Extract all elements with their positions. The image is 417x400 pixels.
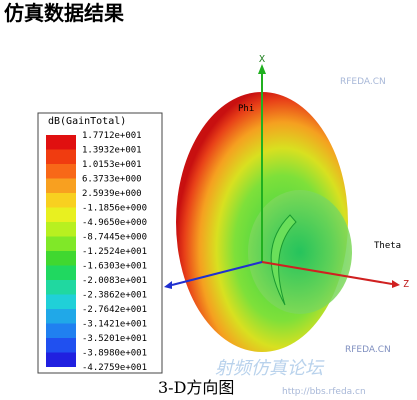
legend-label: 6.3733e+000 [82,175,142,185]
caption: 3-D方向图 [158,378,234,397]
z-arrow [392,280,400,288]
legend-label: -3.8980e+001 [82,349,147,359]
legend-title: dB(GainTotal) [48,116,126,127]
watermark-forum: 射频仿真论坛 [215,358,325,379]
legend-label: -2.3862e+001 [82,291,147,301]
watermark-url: http://bbs.rfeda.cn [282,387,366,397]
legend-swatch [46,135,76,150]
legend-swatch [46,222,76,237]
legend-label: 1.3932e+001 [82,146,142,156]
legend-swatch [46,309,76,324]
x-arrow [258,64,266,74]
legend-swatch [46,265,76,280]
legend-swatch [46,164,76,179]
phi-label: Phi [238,104,254,114]
legend-swatch [46,280,76,295]
legend-swatch [46,352,76,367]
legend-swatch [46,251,76,266]
legend-label: -4.2759e+001 [82,363,147,373]
theta-label: Theta [374,241,401,251]
legend-label: 2.5939e+000 [82,189,142,199]
z-axis [261,261,393,285]
legend-label: -3.1421e+001 [82,320,147,330]
legend-label: -1.6303e+001 [82,262,147,272]
y-axis [171,261,263,286]
legend: 1.7712e+001 1.3932e+001 1.0153e+001 6.3733e… [46,131,147,373]
legend-label: -1.2524e+001 [82,247,147,257]
legend-swatch [46,294,76,309]
legend-swatch [46,207,76,222]
x-label: X [259,54,265,65]
legend-label: -8.7445e+000 [82,233,147,243]
legend-swatch [46,149,76,164]
legend-label: -2.0083e+001 [82,276,147,286]
pattern-fold [270,214,297,306]
legend-label: 1.7712e+001 [82,131,142,141]
legend-label: -1.1856e+000 [82,204,147,214]
y-arrow [164,281,172,289]
legend-swatch [46,323,76,338]
legend-label: 1.0153e+001 [82,160,142,170]
z-label: Z [403,279,409,290]
legend-label: -3.5201e+001 [82,334,147,344]
legend-swatch [46,178,76,193]
watermark-site: RFEDA.CN [340,77,386,87]
pattern-lobe [248,190,352,314]
title: 仿真数据结果 [4,1,124,25]
watermark-site-bottom: RFEDA.CN [345,345,391,355]
legend-label: -4.9650e+000 [82,218,147,228]
legend-label: -2.7642e+001 [82,305,147,315]
legend-swatch [46,338,76,353]
legend-swatch [46,236,76,251]
legend-swatch [46,193,76,208]
